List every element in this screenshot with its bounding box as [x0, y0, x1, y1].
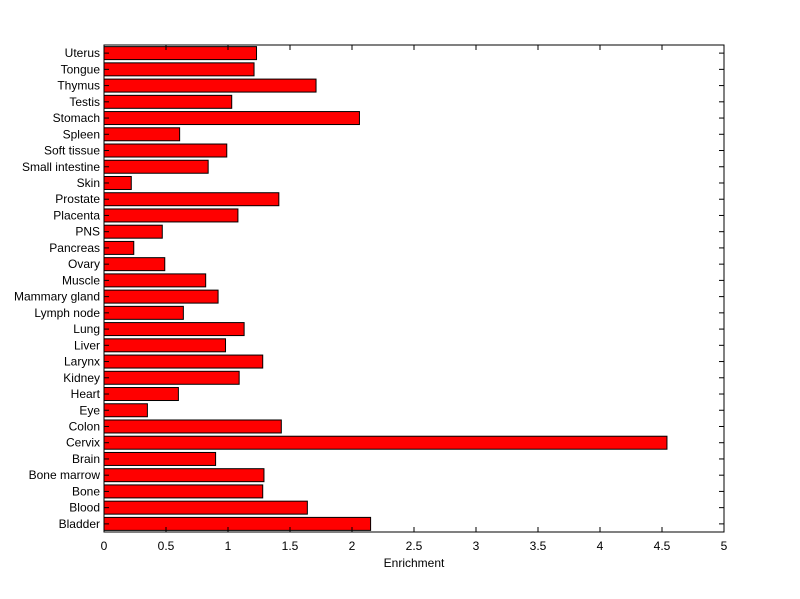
- y-tick-label: Stomach: [53, 111, 100, 125]
- x-tick-label: 2: [349, 539, 356, 553]
- bar-spleen: [103, 127, 181, 142]
- x-axis-title: Enrichment: [384, 556, 445, 570]
- y-tick-label: Thymus: [57, 79, 100, 93]
- bar-heart: [103, 387, 179, 402]
- bar-cervix: [103, 435, 668, 450]
- y-tick-label: Eye: [79, 403, 100, 417]
- y-tick-label: Prostate: [55, 192, 100, 206]
- y-tick-label: Colon: [69, 419, 100, 433]
- x-tick-label: 4: [597, 539, 604, 553]
- bar-thymus: [103, 78, 317, 93]
- bar-bladder: [103, 516, 372, 531]
- x-tick-label: 2.5: [406, 539, 423, 553]
- y-tick-label: Lung: [73, 322, 100, 336]
- x-tick-label: 0.5: [158, 539, 175, 553]
- bar-bone-marrow: [103, 468, 265, 483]
- y-tick-label: Heart: [71, 387, 101, 401]
- x-tick-label: 3.5: [530, 539, 547, 553]
- bar-tongue: [103, 62, 255, 77]
- bars-group: [103, 46, 668, 531]
- y-tick-label: Testis: [69, 95, 100, 109]
- bar-prostate: [103, 192, 280, 207]
- bar-bone: [103, 484, 264, 499]
- x-tick-label: 1.5: [282, 539, 299, 553]
- y-tick-label: Cervix: [66, 436, 100, 450]
- y-tick-label: Lymph node: [34, 306, 100, 320]
- y-tick-label: Placenta: [53, 208, 100, 222]
- y-tick-label: Skin: [77, 176, 100, 190]
- y-tick-label: Uterus: [65, 46, 100, 60]
- y-tick-label: Ovary: [68, 257, 100, 271]
- bar-colon: [103, 419, 282, 434]
- x-axis: 0 0.5 1 1.5 2 2.5 3 3.5 4 4.5 5: [101, 45, 728, 553]
- bar-small-intestine: [103, 159, 209, 174]
- y-tick-label: Small intestine: [22, 160, 100, 174]
- y-tick-label: Brain: [72, 452, 100, 466]
- bar-lymph-node: [103, 305, 184, 320]
- y-tick-label: Tongue: [61, 62, 101, 76]
- bar-muscle: [103, 273, 207, 288]
- bar-stomach: [103, 111, 360, 126]
- x-tick-label: 4.5: [654, 539, 671, 553]
- y-tick-label: PNS: [75, 225, 100, 239]
- x-tick-label: 0: [101, 539, 108, 553]
- y-axis: Bladder Blood Bone Bone marrow Brain Cervix Co…: [14, 46, 724, 531]
- y-tick-label: Spleen: [63, 127, 100, 141]
- y-tick-label: Kidney: [63, 371, 100, 385]
- y-tick-label: Bone marrow: [29, 468, 101, 482]
- y-tick-label: Mammary gland: [14, 290, 100, 304]
- bar-blood: [103, 500, 308, 515]
- bar-larynx: [103, 354, 264, 369]
- y-tick-label: Muscle: [62, 273, 100, 287]
- bar-testis: [103, 94, 233, 109]
- y-tick-label: Liver: [74, 338, 100, 352]
- y-tick-label: Bone: [72, 484, 100, 498]
- bar-eye: [103, 403, 148, 418]
- bar-kidney: [103, 370, 240, 385]
- bar-uterus: [103, 46, 258, 61]
- y-tick-label: Blood: [69, 501, 100, 515]
- y-tick-label: Bladder: [59, 517, 100, 531]
- bar-pns: [103, 224, 163, 239]
- bar-liver: [103, 338, 227, 353]
- y-tick-label: Pancreas: [49, 241, 100, 255]
- bar-placenta: [103, 208, 239, 223]
- bar-ovary: [103, 257, 166, 272]
- x-tick-label: 1: [225, 539, 232, 553]
- x-tick-label: 5: [721, 539, 728, 553]
- y-tick-label: Larynx: [64, 355, 100, 369]
- x-tick-label: 3: [473, 539, 480, 553]
- bar-soft-tissue: [103, 143, 228, 158]
- bar-lung: [103, 322, 245, 337]
- bar-mammary-gland: [103, 289, 219, 304]
- y-tick-label: Soft tissue: [44, 144, 100, 158]
- bar-brain: [103, 451, 217, 466]
